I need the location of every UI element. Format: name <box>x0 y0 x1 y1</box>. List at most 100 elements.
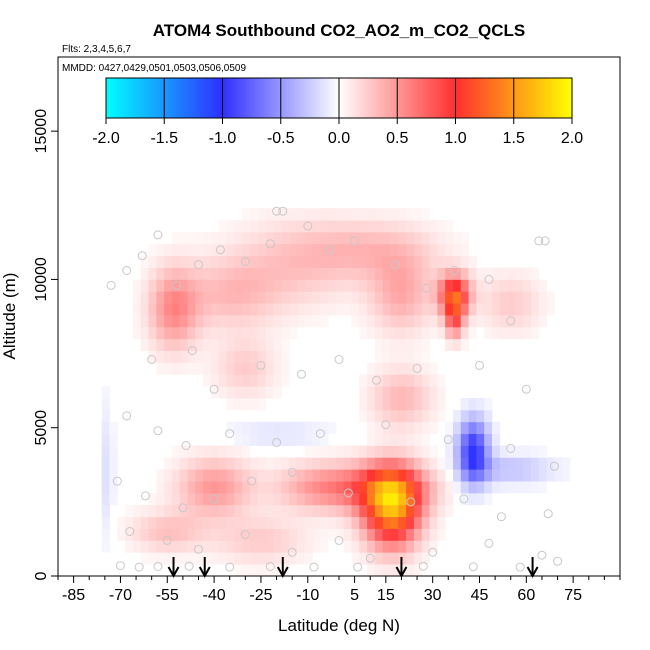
heat-cell <box>164 315 173 328</box>
heat-cell <box>257 469 267 482</box>
heat-cell <box>476 267 485 280</box>
heat-cell <box>242 255 251 268</box>
heat-cell <box>257 386 267 399</box>
heat-cell <box>250 220 259 233</box>
heat-cell <box>374 291 384 304</box>
heat-cell <box>437 267 446 280</box>
heat-cell <box>421 457 430 470</box>
heat-cell <box>335 445 345 458</box>
heat-cell <box>406 267 415 280</box>
heat-cell <box>320 220 329 233</box>
heat-cell <box>171 362 181 375</box>
heat-cell <box>374 445 384 458</box>
heat-cell <box>413 386 423 399</box>
heat-cell <box>421 481 430 494</box>
heat-cell <box>195 504 204 518</box>
heat-cell <box>421 504 430 518</box>
heat-cell <box>195 315 204 328</box>
heat-cell <box>359 552 368 565</box>
sample-point <box>353 562 363 572</box>
heat-cell <box>109 445 118 458</box>
heat-cell <box>398 540 407 553</box>
heat-cell <box>140 255 149 268</box>
sample-point <box>115 561 125 571</box>
heat-cell <box>164 303 173 316</box>
heat-cell <box>210 516 220 529</box>
heat-cell <box>499 279 508 292</box>
heat-cell <box>429 398 438 411</box>
heat-cell <box>374 362 384 375</box>
heat-cell <box>250 528 259 541</box>
heat-cell <box>187 338 196 351</box>
heat-cell <box>515 303 524 316</box>
heat-cell <box>281 255 290 268</box>
heat-cell <box>515 326 524 340</box>
heat-cell <box>359 469 368 482</box>
heat-cell <box>406 445 415 458</box>
heat-cell <box>429 469 438 482</box>
heat-cell <box>296 469 306 482</box>
heat-cell <box>499 457 508 470</box>
heat-cell <box>250 398 259 411</box>
heat-cell <box>328 220 337 233</box>
heat-cell <box>429 220 438 233</box>
heat-cell <box>413 445 423 458</box>
heat-cell <box>171 540 181 553</box>
heat-cell <box>132 303 142 316</box>
heat-cell <box>265 231 274 245</box>
heat-cell <box>226 374 235 387</box>
heat-cell <box>390 374 399 387</box>
heat-cell <box>320 445 329 458</box>
heat-cell <box>242 362 251 375</box>
heat-cell <box>390 220 399 233</box>
heat-cell <box>460 398 469 411</box>
heat-cell <box>257 552 267 565</box>
sample-point <box>184 561 194 571</box>
heat-cell <box>484 481 493 494</box>
heat-cell <box>484 421 493 435</box>
x-tick-label: -40 <box>203 587 226 604</box>
heat-cell <box>195 267 204 280</box>
heat-cell <box>203 481 212 494</box>
heat-cell <box>390 421 399 435</box>
colorbar-tick-label: -1.5 <box>150 130 178 147</box>
sample-point <box>443 435 453 445</box>
heat-cell <box>413 243 423 257</box>
heat-cell <box>374 267 384 280</box>
heat-cell <box>382 481 391 494</box>
heat-cell <box>210 386 220 399</box>
heat-cell <box>320 516 329 529</box>
heat-cell <box>367 279 376 292</box>
y-axis: 0 5000 10000 15000 <box>33 109 58 580</box>
heat-cell <box>156 469 165 482</box>
heat-cell <box>359 231 368 245</box>
heat-cell <box>374 350 384 363</box>
heat-cell <box>171 528 181 541</box>
heat-cell <box>421 516 430 529</box>
heat-cell <box>109 457 118 470</box>
heat-cell <box>437 469 446 482</box>
heat-cell <box>226 326 235 340</box>
heat-cell <box>210 552 220 565</box>
heat-cell <box>374 279 384 292</box>
heat-cell <box>218 279 227 292</box>
sample-point <box>515 562 525 572</box>
heat-cell <box>156 350 165 363</box>
colorbar-tick-label: -2.0 <box>92 130 120 147</box>
sample-point <box>287 547 297 557</box>
heat-cell <box>187 315 196 328</box>
heat-cell <box>523 291 532 304</box>
heat-cell <box>265 492 274 506</box>
heat-cell <box>296 421 306 435</box>
heat-cell <box>320 315 329 328</box>
heat-cell <box>460 445 469 458</box>
heat-cell <box>351 220 360 233</box>
flight-arrow <box>526 557 539 579</box>
heat-cell <box>413 398 423 411</box>
heat-cell <box>171 504 181 518</box>
sample-point <box>209 384 219 394</box>
heat-cell <box>335 255 345 268</box>
heat-cell <box>398 528 407 541</box>
heat-cell <box>296 481 306 494</box>
